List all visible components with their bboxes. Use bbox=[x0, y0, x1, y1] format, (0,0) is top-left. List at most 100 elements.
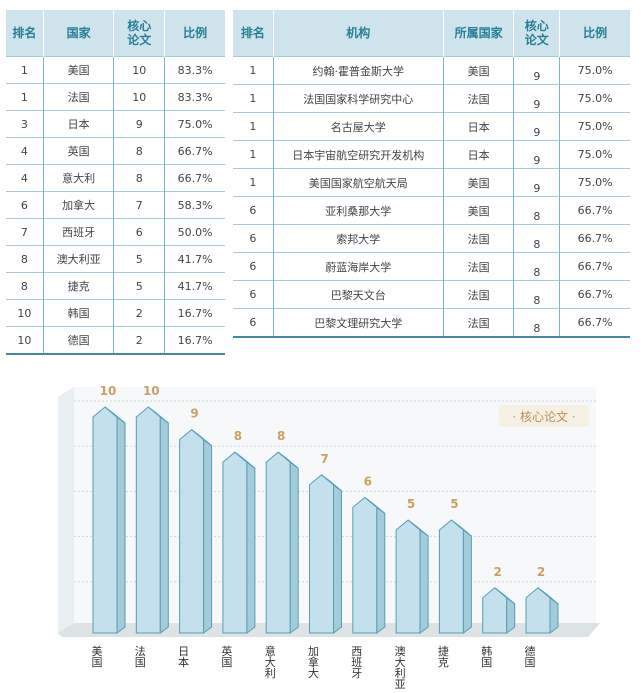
category-label: 法国 bbox=[135, 644, 146, 669]
category-label: 澳大利亚 bbox=[395, 645, 406, 691]
bar-side bbox=[203, 438, 213, 634]
country-table-cell: 66.7% bbox=[164, 137, 225, 165]
institution-table-cell: 1 bbox=[233, 140, 274, 169]
institution-table-cell: 8 bbox=[513, 196, 560, 225]
bar-front bbox=[135, 406, 161, 634]
institution-table-header-cell: 机构 bbox=[272, 10, 444, 57]
bar-top bbox=[277, 451, 299, 469]
bar-side bbox=[376, 506, 386, 634]
institution-table-cell: 索邦大学 bbox=[272, 224, 444, 253]
country-table-cell: 4 bbox=[6, 137, 44, 165]
institution-table-cell: 1 bbox=[233, 112, 274, 141]
bar-value-label: 10 bbox=[100, 384, 117, 398]
table-row: 3 日本 9 75.0% bbox=[6, 110, 225, 138]
bar-value-label: 8 bbox=[277, 429, 285, 443]
table-row: 6 巴黎文理研究大学 法国 8 66.7% bbox=[233, 308, 630, 337]
bar-top bbox=[537, 587, 559, 605]
institution-table-cell: 9 bbox=[513, 56, 560, 85]
bar-value-label: 5 bbox=[450, 497, 458, 511]
bar-front bbox=[309, 474, 334, 634]
category-label: 美国 bbox=[92, 645, 103, 669]
institution-table-cell: 美国 bbox=[442, 196, 514, 225]
bar-top bbox=[147, 406, 169, 424]
institution-table: 排名 机构 所属国家 核心 论文 比例 1 约翰·霍普金斯大学 美国 9 75.0% 1 法国国家科学… bbox=[233, 10, 630, 338]
category-label: 捷克 bbox=[438, 644, 449, 669]
bar-side bbox=[419, 529, 429, 634]
country-table-cell: 捷克 bbox=[42, 272, 114, 300]
bar-front bbox=[222, 451, 248, 634]
country-table-cell: 日本 bbox=[42, 110, 114, 138]
bar-side bbox=[333, 483, 342, 634]
institution-table-cell: 6 bbox=[233, 280, 274, 309]
country-table-cell: 8 bbox=[113, 164, 165, 192]
institution-table-cell: 66.7% bbox=[559, 196, 630, 225]
legend-box bbox=[499, 405, 589, 427]
institution-table-cell: 日本宇宙航空研究开发机构 bbox=[272, 140, 444, 169]
table-row: 6 巴黎天文台 法国 8 66.7% bbox=[233, 280, 630, 309]
institution-table-cell: 法国 bbox=[442, 224, 514, 253]
country-table-cell: 西班牙 bbox=[42, 218, 114, 246]
country-table-cell: 7 bbox=[6, 218, 44, 246]
country-table-cell: 10 bbox=[6, 299, 44, 327]
table-row: 4 意大利 8 66.7% bbox=[6, 164, 225, 192]
institution-table-cell: 6 bbox=[233, 224, 274, 253]
institution-table-cell: 6 bbox=[233, 196, 274, 225]
country-table-cell: 16.7% bbox=[164, 326, 225, 354]
country-table: 排名 国家 核心 论文 比例 1 美国 10 83.3% 1 法国 10 83.3% 3 日本 9 75.0%… bbox=[6, 10, 225, 355]
category-label: 英国 bbox=[221, 644, 232, 669]
country-table-cell: 83.3% bbox=[164, 56, 225, 84]
institution-table-header: 排名 机构 所属国家 核心 论文 比例 bbox=[233, 10, 630, 57]
country-table-cell: 6 bbox=[6, 191, 44, 219]
country-table-cell: 4 bbox=[6, 164, 44, 192]
country-table-cell: 2 bbox=[113, 299, 165, 327]
institution-table-cell: 亚利桑那大学 bbox=[272, 196, 444, 225]
institution-table-cell: 巴黎天文台 bbox=[272, 280, 444, 309]
institution-table-cell: 1 bbox=[233, 168, 274, 197]
institution-table-cell: 名古屋大学 bbox=[272, 112, 444, 141]
institution-table-header-cell: 所属国家 bbox=[442, 10, 514, 57]
category-label: 加拿大 bbox=[308, 645, 319, 680]
institution-table-header-cell: 核心 论文 bbox=[513, 10, 560, 57]
bar-value-label: 6 bbox=[364, 474, 372, 488]
institution-table-cell: 75.0% bbox=[559, 84, 630, 113]
table-row: 10 韩国 2 16.7% bbox=[6, 299, 225, 327]
table-row: 1 美国国家航空航天局 美国 9 75.0% bbox=[233, 168, 630, 197]
country-table-cell: 10 bbox=[6, 326, 44, 354]
institution-table-cell: 日本 bbox=[442, 112, 514, 141]
chart-side-wall bbox=[58, 387, 74, 633]
country-table-cell: 英国 bbox=[42, 137, 114, 165]
bar-front bbox=[92, 406, 118, 634]
bar-side bbox=[159, 416, 169, 634]
country-table-cell: 8 bbox=[6, 245, 44, 273]
institution-table-cell: 9 bbox=[513, 112, 560, 141]
table-row: 1 法国 10 83.3% bbox=[6, 83, 225, 111]
country-table-cell: 8 bbox=[6, 272, 44, 300]
institution-table-cell: 法国国家科学研究中心 bbox=[272, 84, 444, 113]
bar-top bbox=[234, 451, 256, 469]
table-row: 1 法国国家科学研究中心 法国 9 75.0% bbox=[233, 84, 630, 113]
country-table-cell: 5 bbox=[113, 245, 165, 273]
bar-front bbox=[438, 519, 464, 634]
country-table-cell: 澳大利亚 bbox=[42, 245, 114, 273]
institution-table-cell: 1 bbox=[233, 56, 274, 85]
country-table-cell: 10 bbox=[113, 56, 165, 84]
country-table-cell: 1 bbox=[6, 83, 44, 111]
country-table-cell: 16.7% bbox=[164, 299, 225, 327]
institution-table-cell: 75.0% bbox=[559, 140, 630, 169]
institution-table-cell: 9 bbox=[513, 168, 560, 197]
table-row: 1 名古屋大学 日本 9 75.0% bbox=[233, 112, 630, 141]
category-label: 西班牙 bbox=[351, 645, 362, 680]
institution-table-cell: 8 bbox=[513, 252, 560, 281]
institution-table-cell: 美国 bbox=[442, 168, 514, 197]
legend-label: · 核心论文 · bbox=[512, 409, 575, 424]
country-table-cell: 5 bbox=[113, 272, 165, 300]
institution-table-cell: 法国 bbox=[442, 308, 514, 337]
country-table-cell: 83.3% bbox=[164, 83, 225, 111]
institution-table-cell: 美国国家航空航天局 bbox=[272, 168, 444, 197]
institution-table-cell: 9 bbox=[513, 140, 560, 169]
country-table-cell: 加拿大 bbox=[42, 191, 114, 219]
table-row: 1 约翰·霍普金斯大学 美国 9 75.0% bbox=[233, 56, 630, 85]
country-table-cell: 法国 bbox=[42, 83, 114, 111]
bar-front bbox=[395, 519, 421, 634]
institution-table-cell: 巴黎文理研究大学 bbox=[272, 308, 444, 337]
